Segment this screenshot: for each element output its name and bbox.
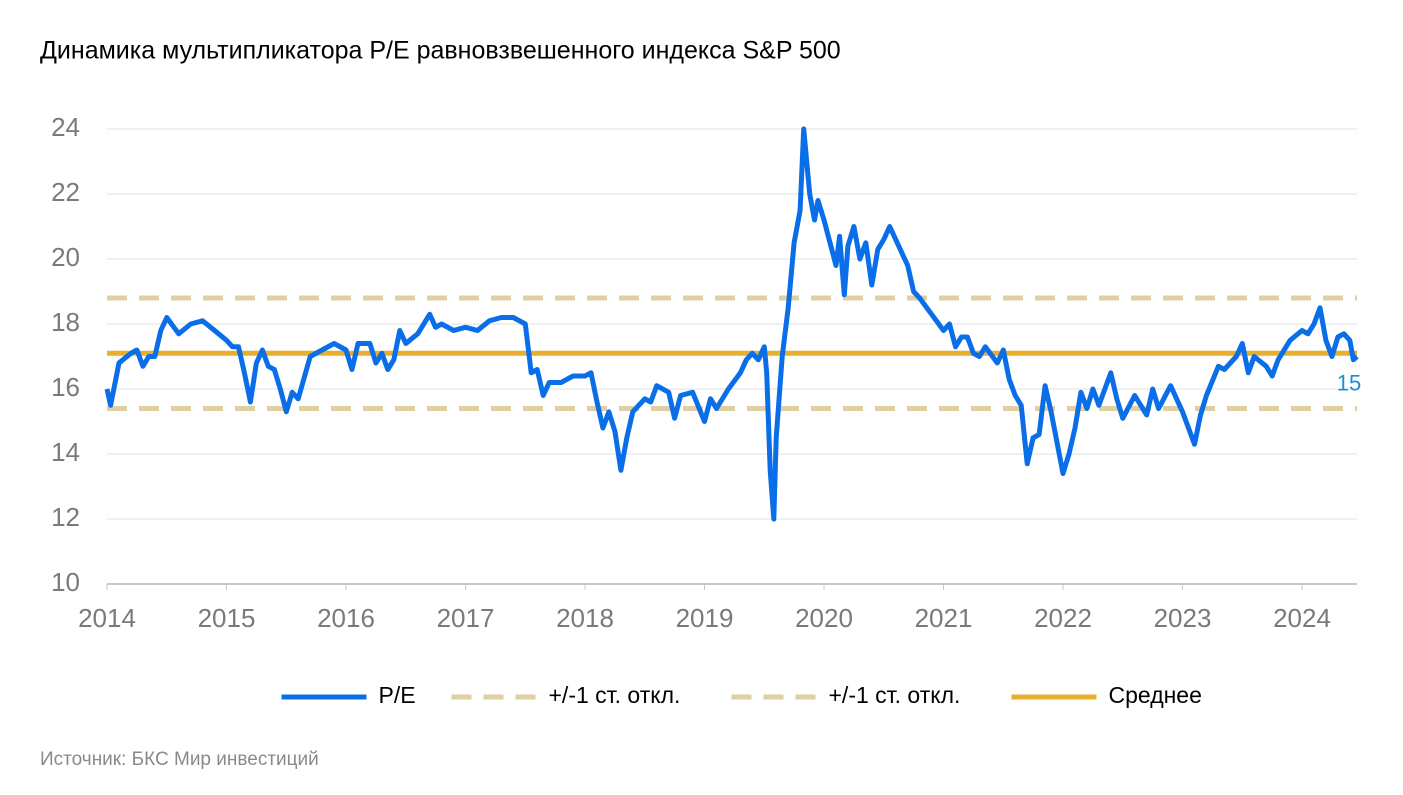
x-tick-label: 2017 [437,603,495,633]
y-tick-label: 24 [51,112,80,142]
x-tick-label: 2016 [317,603,375,633]
legend-label: P/E [379,682,416,708]
x-tick-label: 2024 [1273,603,1331,633]
annotation: 15 [1337,370,1361,395]
source: Источник: БКС Мир инвестиций [40,749,319,770]
y-tick-label: 10 [51,567,80,597]
y-tick-label: 20 [51,242,80,272]
y-tick-label: 18 [51,307,80,337]
chart-title: Динамика мультипликатора P/E равновзвеше… [40,37,841,65]
legend-label: +/-1 ст. откл. [549,682,681,708]
y-tick-label: 12 [51,502,80,532]
series-line [104,126,1359,522]
x-tick-label: 2021 [915,603,973,633]
x-tick-label: 2015 [198,603,256,633]
y-tick-label: 22 [51,177,80,207]
legend-label: +/-1 ст. откл. [829,682,961,708]
y-tick-label: 14 [51,437,80,467]
x-tick-label: 2022 [1034,603,1092,633]
legend-label: Среднее [1109,682,1202,708]
x-tick-label: 2023 [1154,603,1212,633]
x-tick-label: 2020 [795,603,853,633]
y-tick-label: 16 [51,372,80,402]
x-tick-label: 2014 [78,603,136,633]
x-tick-label: 2018 [556,603,614,633]
x-tick-label: 2019 [676,603,734,633]
